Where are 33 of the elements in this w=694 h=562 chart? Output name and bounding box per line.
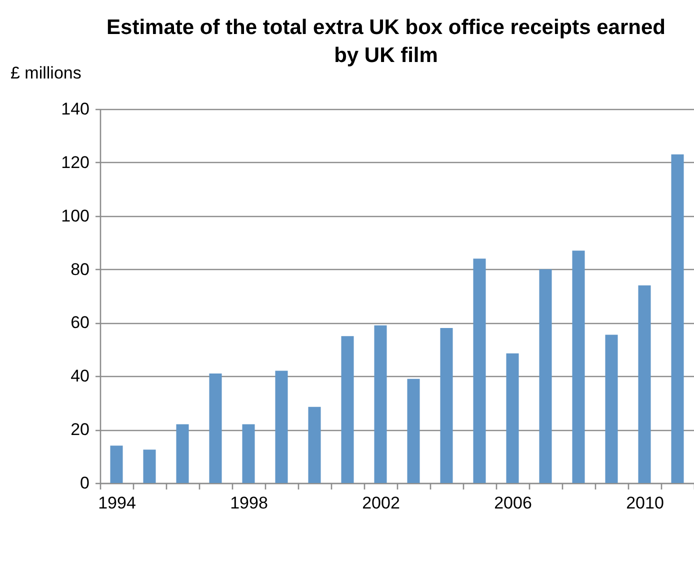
bar: [308, 406, 321, 483]
bar: [110, 446, 123, 483]
bar: [539, 269, 552, 483]
y-tick-label: 140: [61, 100, 90, 118]
bar: [176, 424, 189, 483]
y-axis-title: £ millions: [10, 64, 82, 82]
y-tick-label: 20: [70, 420, 90, 440]
x-tick-label: 2002: [362, 494, 400, 512]
y-tick-label: 0: [80, 474, 90, 492]
y-tick-label: 120: [61, 152, 90, 172]
bar: [506, 353, 519, 483]
bar: [374, 325, 387, 483]
bar: [638, 285, 651, 483]
y-tick-label: 60: [70, 313, 90, 332]
bar: [671, 154, 684, 483]
bar: [473, 258, 486, 483]
bar: [209, 373, 222, 483]
x-tick-label: 2006: [494, 494, 532, 512]
bar: [341, 336, 354, 483]
bar: [143, 450, 156, 483]
chart-title: Estimate of the total extra UK box office receipts earned by UK film: [106, 16, 666, 67]
y-tick-label: 40: [70, 366, 90, 386]
bar: [275, 370, 288, 483]
x-tick-label: 2010: [626, 494, 664, 512]
bar: [605, 334, 618, 483]
bar: [242, 424, 255, 483]
bar: [572, 250, 585, 483]
bar: [440, 328, 453, 483]
x-tick-label: 1994: [98, 494, 136, 512]
bar: [407, 378, 420, 483]
y-tick-label: 80: [70, 260, 90, 279]
x-tick-label: 1998: [230, 494, 268, 512]
y-tick-label: 100: [61, 206, 90, 226]
